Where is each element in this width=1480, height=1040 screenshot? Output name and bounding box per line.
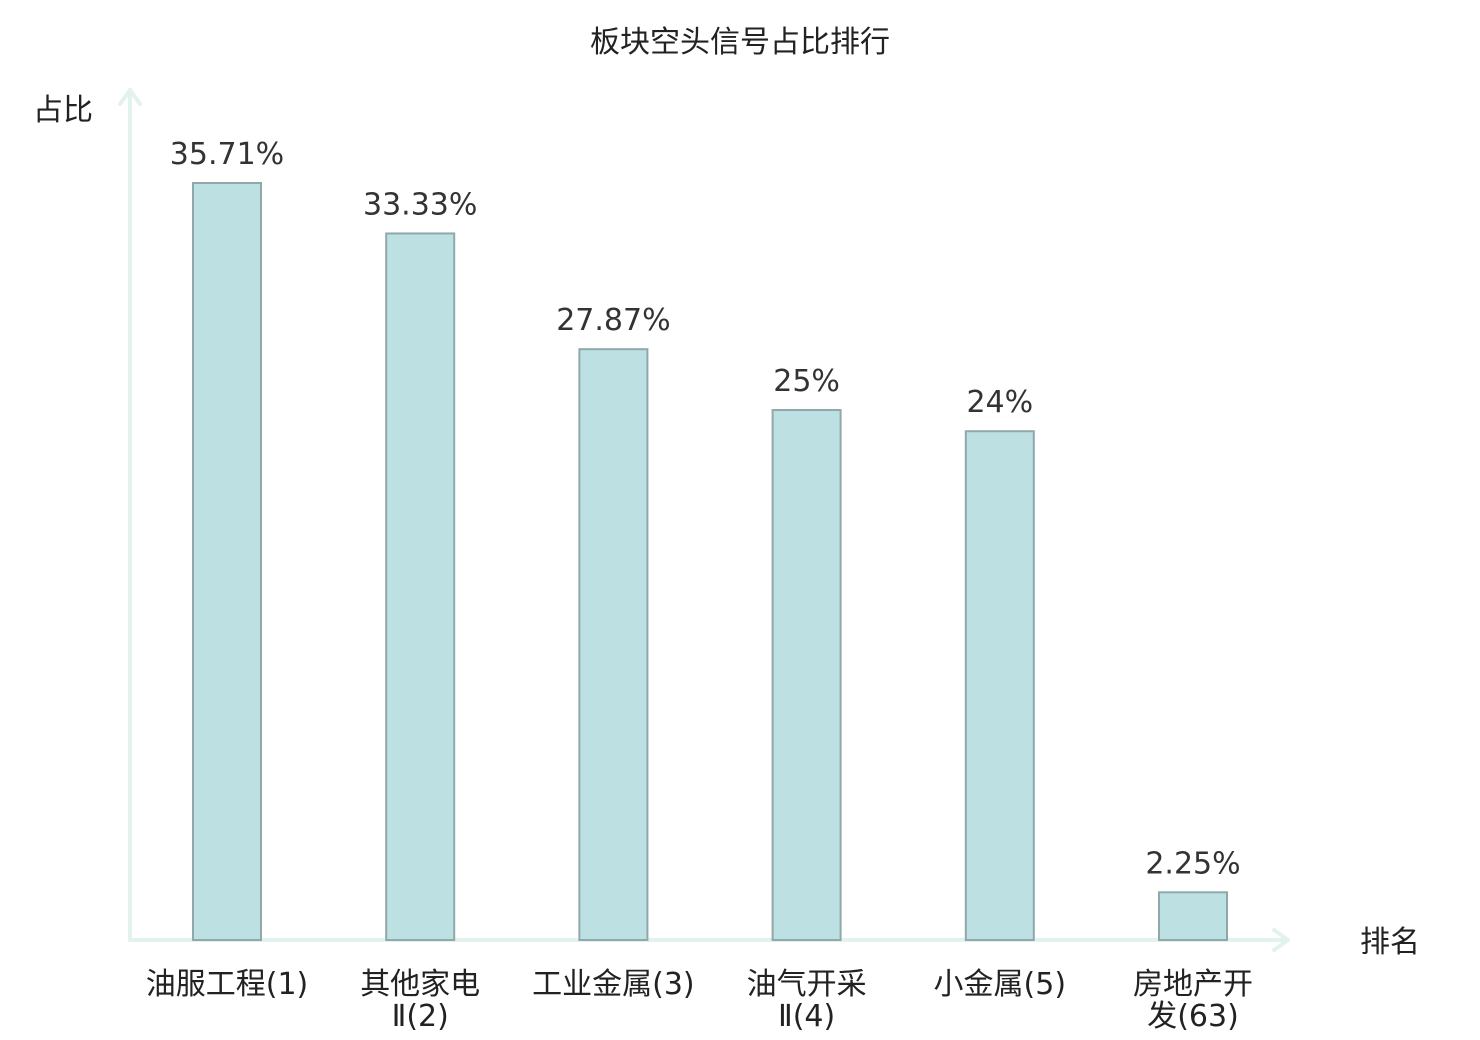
x-axis-arrowhead <box>1272 928 1290 952</box>
bar <box>771 409 842 942</box>
x-tick-label: 工业金属(3) <box>532 967 695 1002</box>
bar <box>964 430 1035 941</box>
x-tick-label: 房地产开 <box>1133 967 1253 1002</box>
x-axis-label: 排名 <box>1360 925 1420 960</box>
x-tick-label: 油服工程(1) <box>146 967 309 1002</box>
x-tick-label: 油气开采 <box>747 967 867 1002</box>
bar <box>1158 891 1228 942</box>
x-tick-label: 其他家电 <box>360 967 480 1002</box>
bar <box>578 348 649 941</box>
bar <box>192 182 262 941</box>
data-label: 25% <box>773 364 840 399</box>
y-axis-label: 占比 <box>33 93 93 128</box>
x-tick-label: 小金属(5) <box>934 967 1067 1002</box>
chart-title: 板块空头信号占比排行 <box>590 25 890 60</box>
x-tick-label: 发(63) <box>1147 999 1239 1034</box>
bar <box>385 232 456 942</box>
data-label: 35.71% <box>170 137 284 172</box>
data-label: 2.25% <box>1145 846 1240 881</box>
x-tick-label: Ⅱ(4) <box>778 999 835 1034</box>
x-tick-label: Ⅱ(2) <box>392 999 449 1034</box>
data-label: 24% <box>966 385 1033 420</box>
data-label: 27.87% <box>556 303 670 338</box>
data-label: 33.33% <box>363 187 477 222</box>
